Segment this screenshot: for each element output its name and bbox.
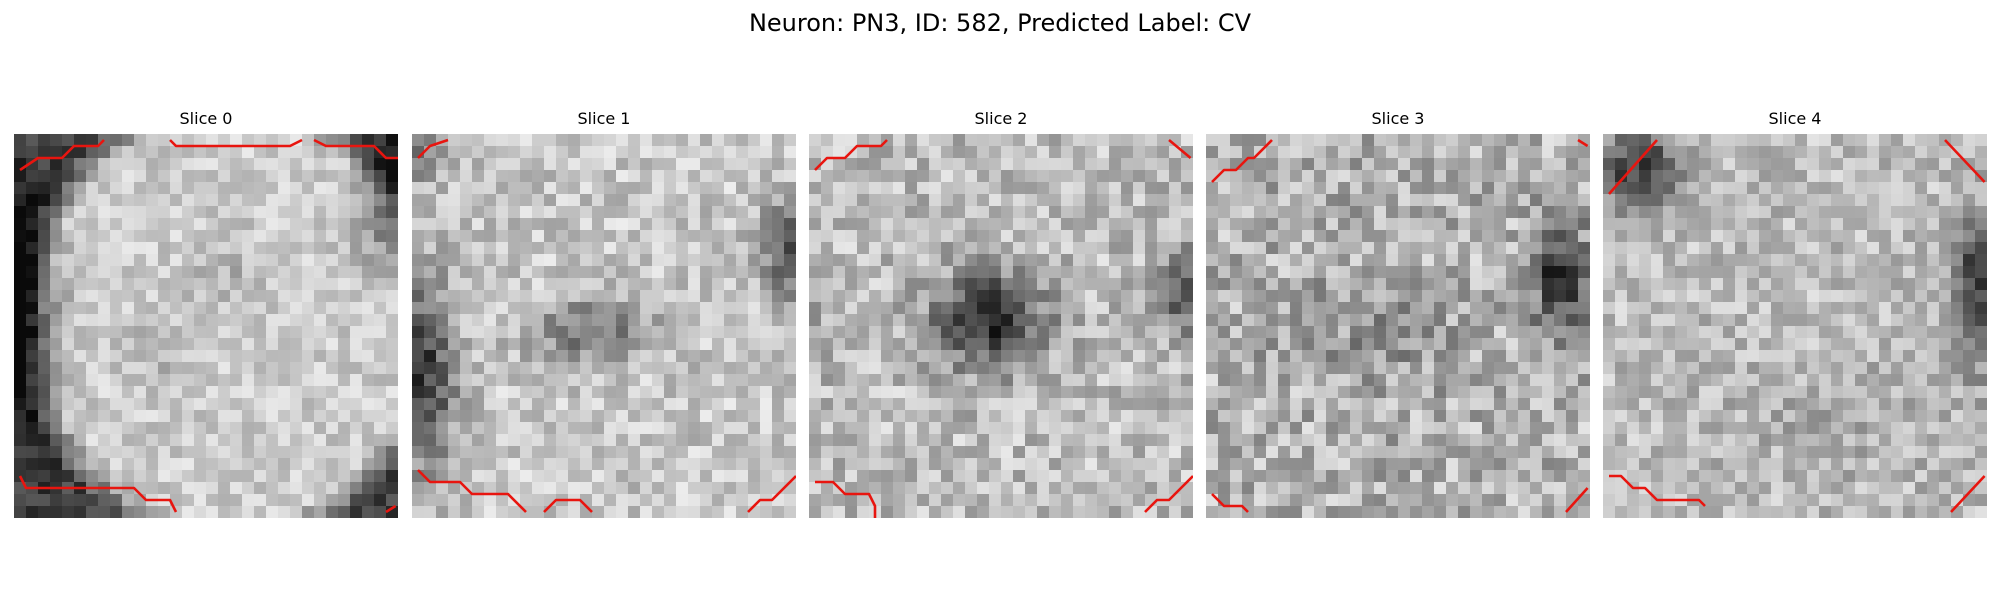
contour-lines [417, 138, 796, 513]
contour-line [1608, 139, 1658, 195]
contour-line [169, 138, 303, 148]
slice-panel-1: Slice 1 [412, 108, 796, 518]
voxel-grid [412, 134, 796, 518]
slice-image-4 [1603, 134, 1987, 518]
contour-line [313, 138, 398, 160]
voxel-grid [1206, 134, 1590, 518]
contour-line [417, 469, 527, 513]
figure-title: Neuron: PN3, ID: 582, Predicted Label: C… [748, 9, 1252, 37]
contour-line [1168, 139, 1192, 159]
slice-image-3 [1206, 134, 1590, 518]
contour-line [1144, 475, 1193, 513]
contour-line [1944, 139, 1986, 183]
slice-image-0 [14, 134, 398, 518]
contour-line [815, 480, 877, 518]
slice-title-2: Slice 2 [974, 109, 1028, 128]
contour-line [385, 504, 397, 514]
slice-panel-4: Slice 4 [1603, 108, 1987, 518]
contour-line [814, 139, 888, 171]
contour-line [1211, 139, 1273, 183]
slice-title-1: Slice 1 [577, 109, 631, 128]
voxel-grid [14, 134, 398, 518]
contour-line [1950, 475, 1986, 513]
slice-panel-0: Slice 0 [14, 108, 398, 518]
voxel-grid [1603, 134, 1987, 518]
contour-line [1577, 138, 1589, 148]
slice-panel-2: Slice 2 [809, 108, 1193, 518]
contour-line [19, 139, 105, 172]
contour-line [1609, 474, 1706, 507]
contour-line [18, 475, 178, 513]
contour-line [1565, 487, 1589, 513]
slice-title-0: Slice 0 [179, 109, 233, 128]
slice-title-4: Slice 4 [1768, 109, 1822, 128]
slice-image-1 [412, 134, 796, 518]
contour-lines [1608, 139, 1986, 513]
voxel-grid [809, 134, 1193, 518]
slice-panel-3: Slice 3 [1206, 108, 1590, 518]
slice-image-2 [809, 134, 1193, 518]
contour-lines [814, 139, 1193, 518]
contour-line [1211, 493, 1249, 513]
contour-line [747, 475, 796, 513]
contour-lines [1211, 138, 1589, 513]
contour-line [417, 138, 449, 159]
contour-lines [18, 138, 398, 514]
slice-title-3: Slice 3 [1371, 109, 1425, 128]
contour-line [543, 498, 593, 513]
